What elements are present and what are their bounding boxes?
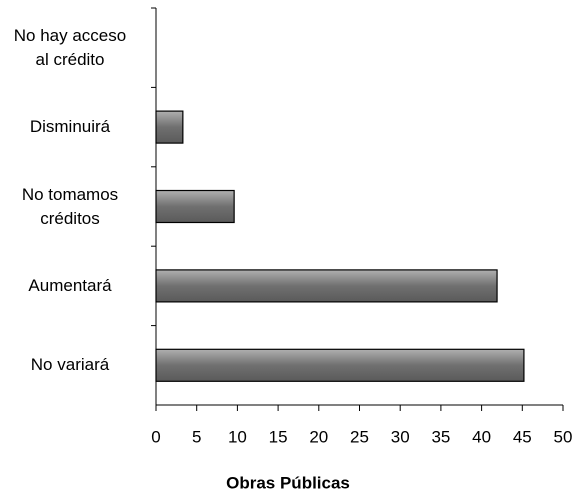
x-tick-label: 20 bbox=[309, 427, 328, 446]
y-tick-label: No hay acceso al crédito bbox=[13, 25, 127, 69]
x-tick-label: 35 bbox=[431, 427, 450, 446]
x-tick-label: 10 bbox=[228, 427, 247, 446]
x-tick-label: 30 bbox=[391, 427, 410, 446]
y-tick-label: No variará bbox=[30, 355, 110, 375]
x-tick-label: 25 bbox=[350, 427, 369, 446]
x-tick-label: 0 bbox=[151, 427, 160, 446]
y-tick-label: No tomamos créditos bbox=[21, 184, 119, 228]
x-tick-label: 45 bbox=[513, 427, 532, 446]
y-tick-label: Aumentará bbox=[28, 275, 112, 295]
bar bbox=[155, 269, 498, 303]
x-tick-label: 40 bbox=[472, 427, 491, 446]
bar bbox=[155, 189, 235, 224]
x-axis-title: Obras Públicas bbox=[226, 473, 350, 492]
x-tick-label: 50 bbox=[554, 427, 573, 446]
x-tick-label: 15 bbox=[269, 427, 288, 446]
y-tick-label: Disminuirá bbox=[29, 117, 111, 137]
bar bbox=[155, 348, 525, 382]
bar bbox=[155, 110, 184, 144]
x-tick-label: 5 bbox=[192, 427, 201, 446]
